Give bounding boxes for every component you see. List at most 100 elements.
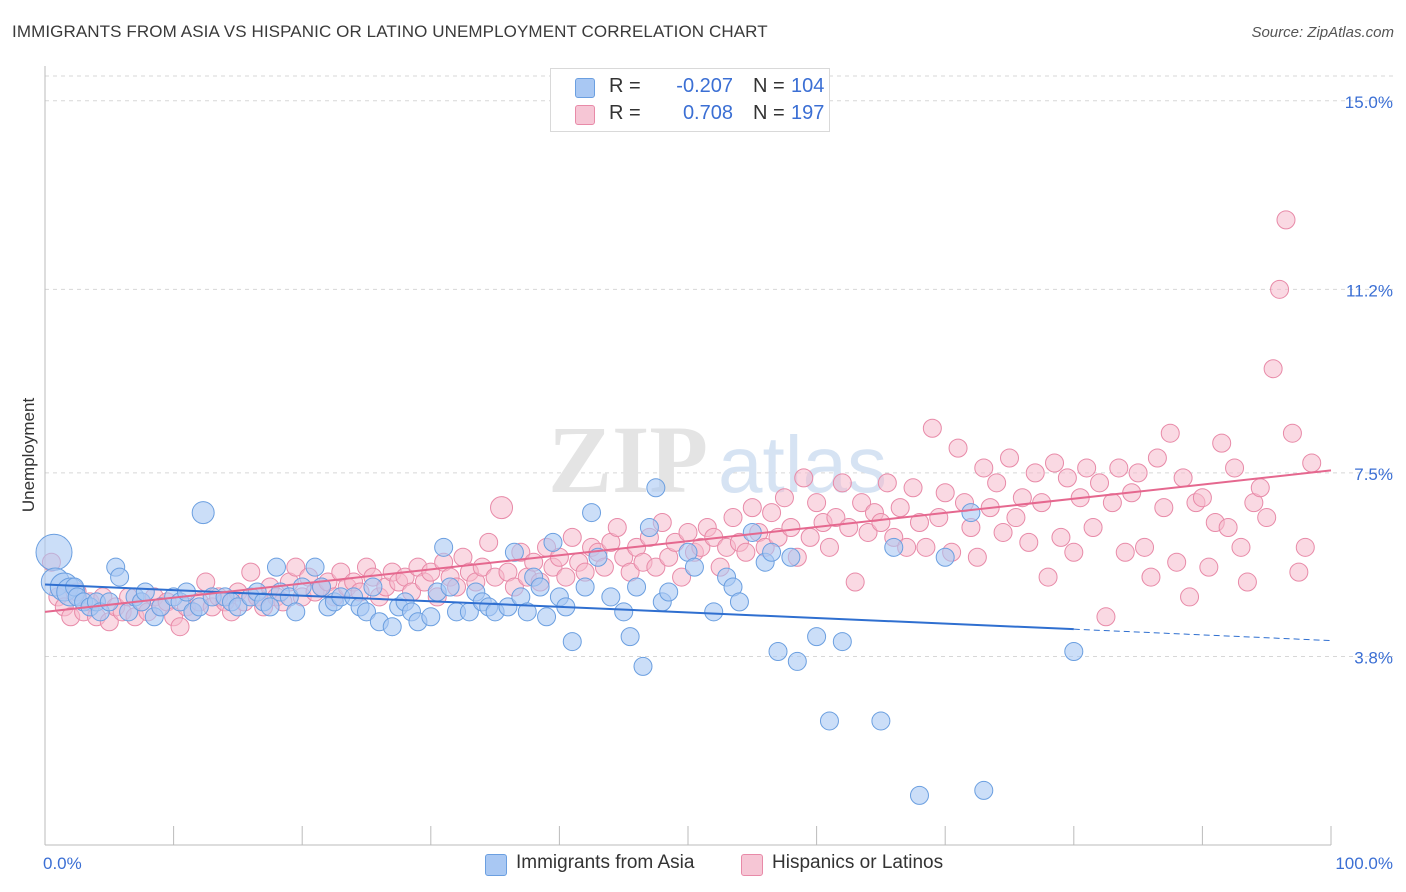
chart-source: Source: ZipAtlas.com	[1251, 24, 1394, 41]
legend-swatch-asia	[575, 78, 595, 98]
hispanic-point	[774, 488, 794, 508]
asia-point	[935, 547, 955, 567]
x-tick-label: 0.0%	[43, 854, 82, 873]
asia-point	[871, 711, 891, 731]
hispanic-point	[974, 458, 994, 478]
hispanic-point	[935, 483, 955, 503]
hispanic-point	[1135, 537, 1155, 557]
hispanic-point	[1051, 527, 1071, 547]
hispanic-point	[736, 542, 756, 562]
asia-point	[974, 780, 994, 800]
hispanic-point	[1199, 557, 1219, 577]
asia-point	[909, 785, 929, 805]
hispanic-point	[1167, 552, 1187, 572]
hispanic-point	[1218, 517, 1238, 537]
asia-point	[627, 577, 647, 597]
hispanic-trend-line	[44, 469, 1332, 613]
hispanic-point	[1295, 537, 1315, 557]
hispanic-point	[1077, 458, 1097, 478]
hispanic-point	[1147, 448, 1167, 468]
bottom-legend-label-hispanic: Hispanics or Latinos	[772, 852, 944, 873]
hispanic-point	[1257, 508, 1277, 528]
hispanic-point	[909, 513, 929, 533]
hispanic-point	[1045, 453, 1065, 473]
bottom-legend-swatch-hispanic	[741, 854, 763, 876]
hispanic-point	[1270, 279, 1290, 299]
asia-point	[440, 577, 460, 597]
hispanic-point	[1109, 458, 1129, 478]
asia-point	[884, 537, 904, 557]
asia-point	[517, 602, 537, 622]
hispanic-point	[1173, 468, 1193, 488]
hispanic-point	[170, 617, 190, 637]
hispanic-point	[562, 527, 582, 547]
hispanic-point	[607, 517, 627, 537]
legend-swatch-hispanic	[575, 105, 595, 125]
asia-point	[151, 597, 171, 617]
hispanic-point	[794, 468, 814, 488]
hispanic-point	[781, 517, 801, 537]
asia-point	[659, 582, 679, 602]
hispanic-point	[1057, 468, 1077, 488]
asia-point	[762, 542, 782, 562]
hispanic-point	[1225, 458, 1245, 478]
hispanic-point	[1083, 517, 1103, 537]
hispanic-point	[1000, 448, 1019, 468]
asia-point	[363, 577, 383, 597]
hispanic-point	[877, 473, 897, 493]
hispanic-point	[916, 537, 936, 557]
hispanic-point	[1180, 587, 1200, 607]
hispanic-point	[1025, 463, 1045, 483]
hispanic-point	[903, 478, 923, 498]
asia-point	[729, 592, 749, 612]
asia-point	[228, 597, 248, 617]
hispanic-point	[241, 562, 261, 582]
y-tick-label: 7.5%	[1354, 465, 1393, 484]
asia-point	[537, 607, 557, 627]
asia-point	[639, 517, 659, 537]
hispanic-point	[858, 522, 878, 542]
hispanic-point	[845, 572, 865, 592]
hispanic-point	[948, 438, 968, 458]
asia-point	[781, 547, 801, 567]
hispanic-point	[967, 547, 987, 567]
asia-point	[543, 532, 563, 552]
asia-point	[434, 537, 454, 557]
asia-point	[99, 592, 119, 612]
asia-point	[421, 607, 441, 627]
y-tick-label: 15.0%	[1345, 93, 1393, 112]
chart-title: IMMIGRANTS FROM ASIA VS HISPANIC OR LATI…	[12, 22, 768, 41]
hispanic-point	[742, 498, 762, 518]
legend-r-value: 0.708	[682, 102, 733, 124]
asia-point	[787, 651, 807, 671]
legend-n-label: N =	[753, 75, 785, 97]
hispanic-point	[678, 522, 698, 542]
axes	[44, 66, 1332, 846]
hispanic-point	[286, 557, 306, 577]
asia-point	[292, 577, 312, 597]
asia-point	[110, 567, 130, 587]
asia-point	[260, 597, 280, 617]
hispanic-point	[723, 508, 743, 528]
asia-point	[266, 557, 286, 577]
hispanic-point	[1012, 488, 1032, 508]
hispanic-point	[1212, 433, 1232, 453]
asia-trend-extension	[1073, 628, 1332, 642]
asia-point	[286, 602, 306, 622]
asia-point	[191, 501, 215, 525]
asia-point	[35, 533, 73, 571]
asia-point	[305, 557, 325, 577]
asia-point	[575, 577, 595, 597]
asia-point	[961, 503, 981, 523]
hispanic-point	[800, 527, 820, 547]
y-axis-label: Unemployment	[19, 398, 38, 513]
hispanic-point	[490, 496, 514, 520]
hispanic-point	[1038, 567, 1058, 587]
asia-point	[768, 642, 788, 662]
hispanic-point	[1090, 473, 1110, 493]
hispanic-point	[987, 473, 1007, 493]
legend-r-value: -0.207	[676, 75, 733, 97]
hispanic-point	[421, 562, 441, 582]
hispanic-point	[1192, 488, 1212, 508]
hispanic-point	[1154, 498, 1174, 518]
